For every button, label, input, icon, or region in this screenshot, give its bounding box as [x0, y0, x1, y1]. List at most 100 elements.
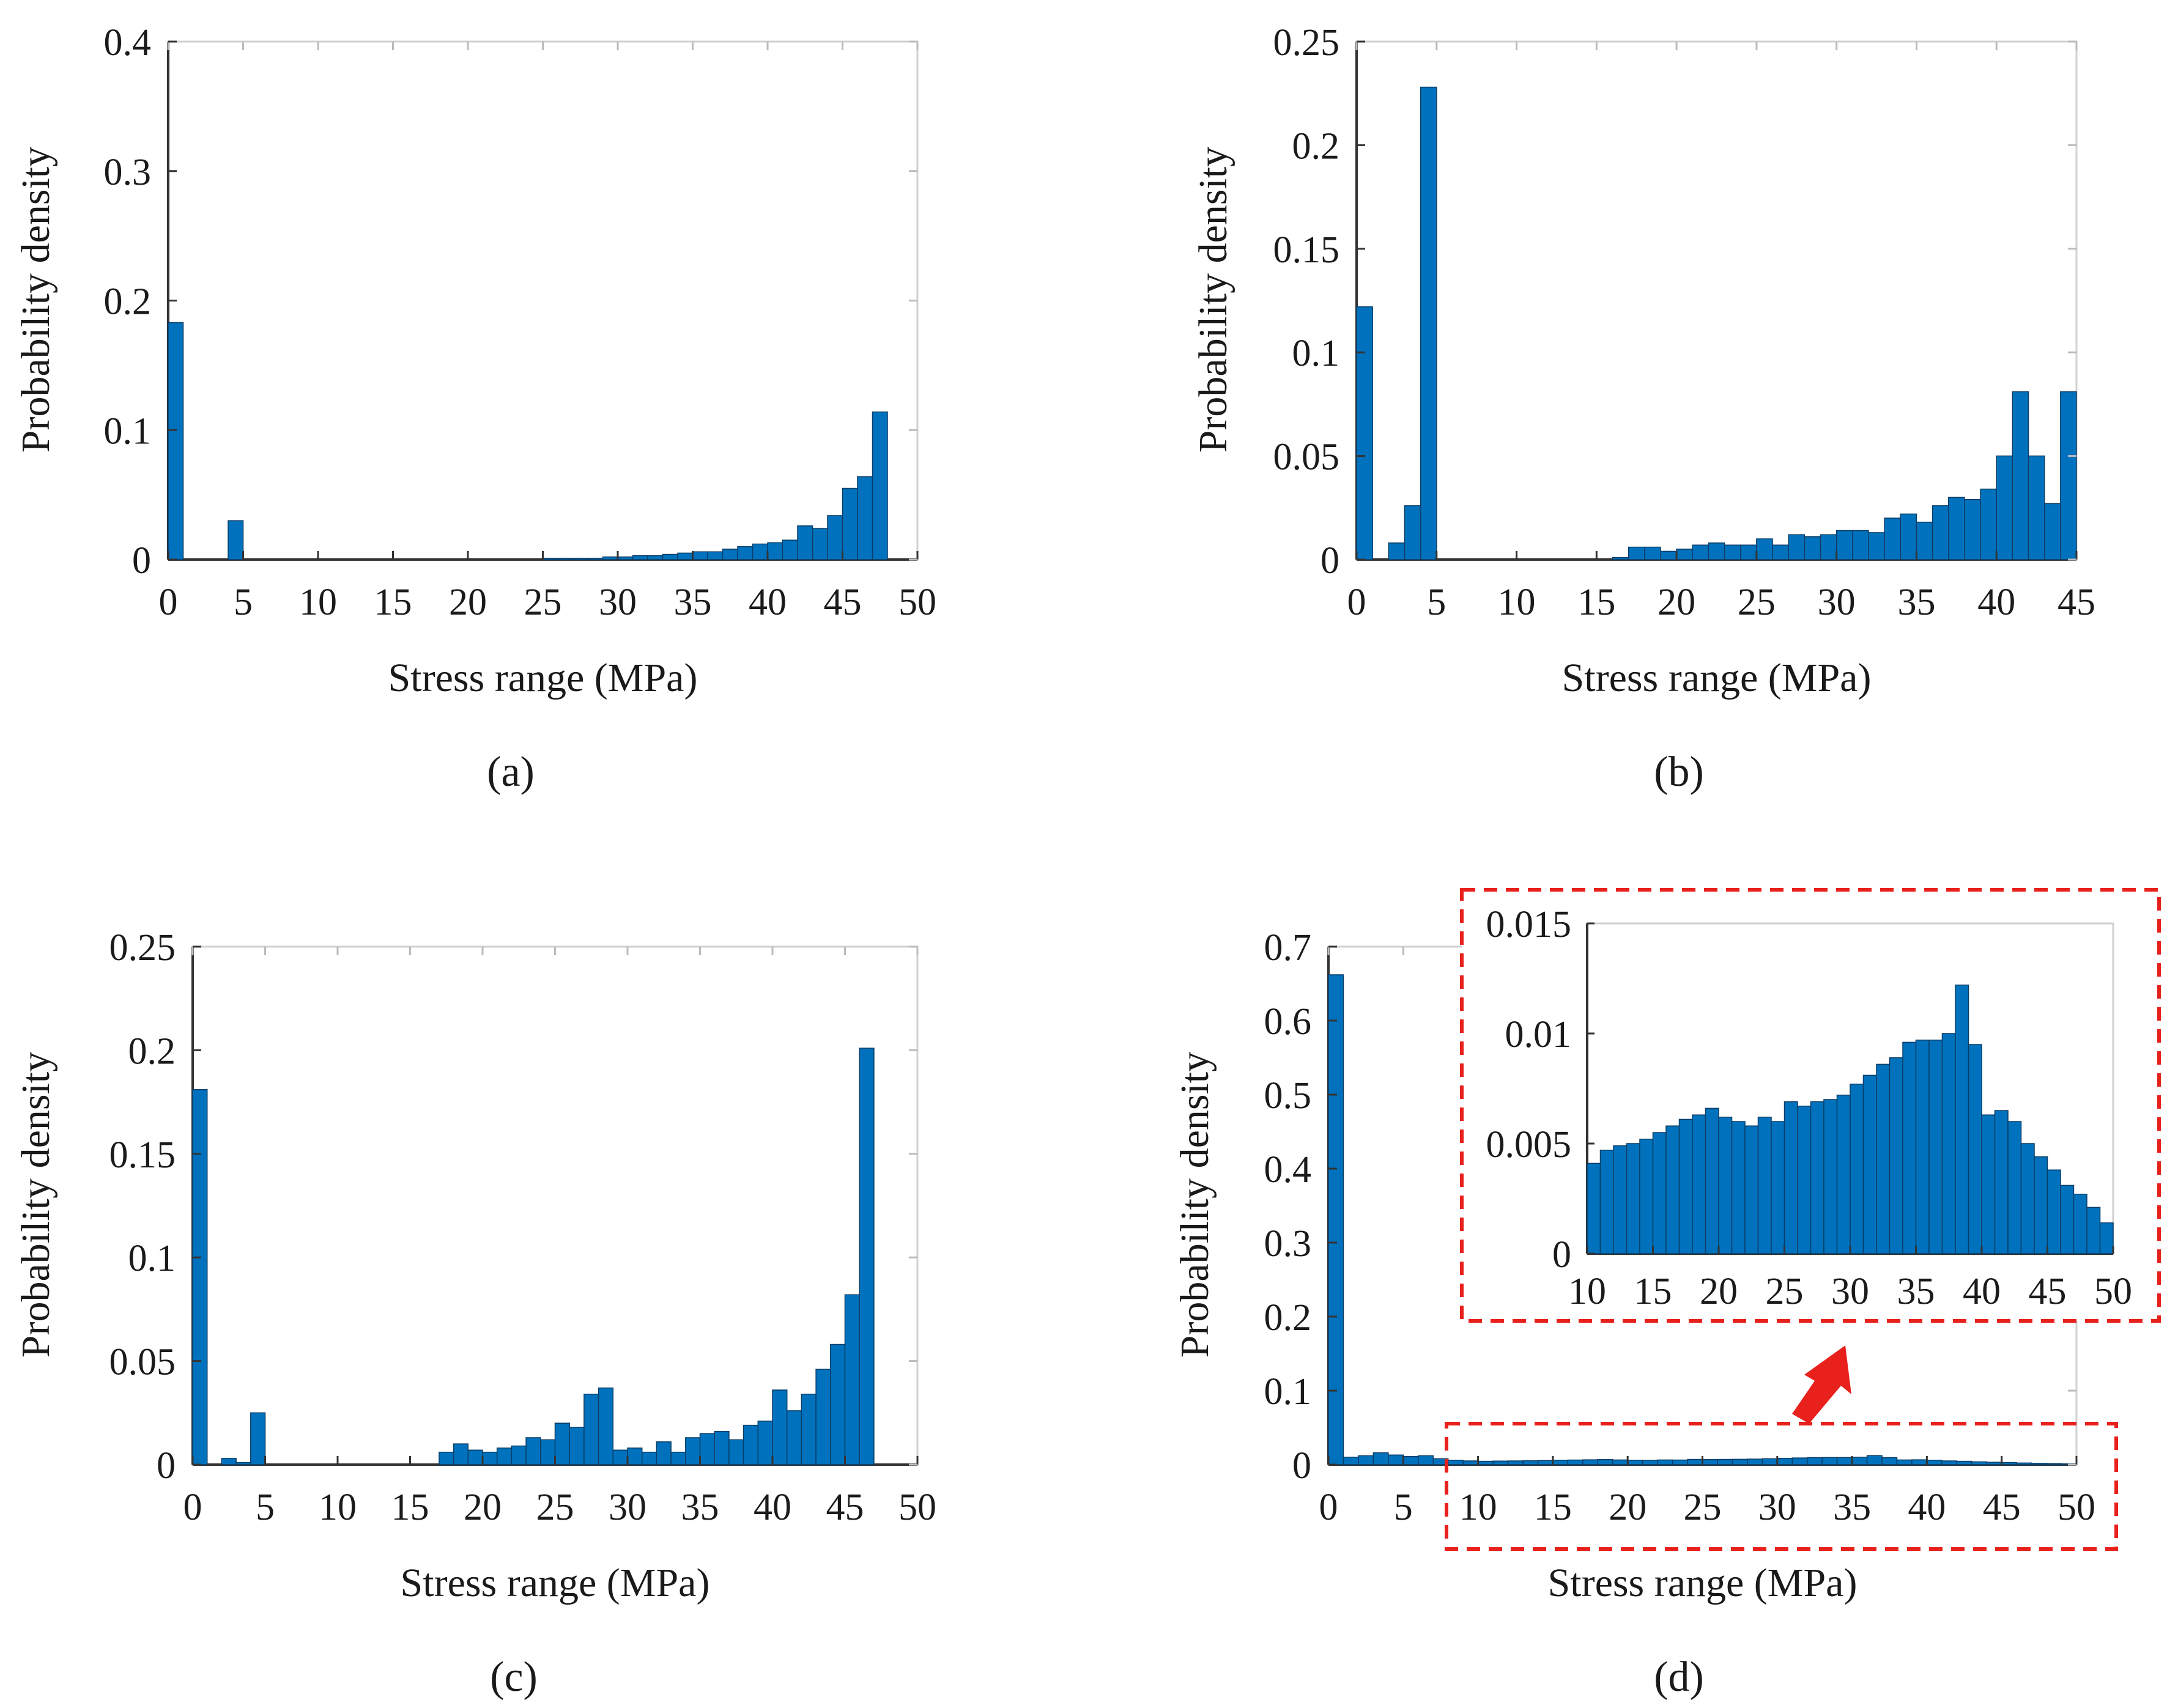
panel-caption: (d)	[1654, 1654, 1704, 1701]
histogram-bar	[1567, 1459, 1583, 1465]
histogram-bar	[598, 1387, 614, 1465]
histogram-bar	[1821, 1457, 1838, 1465]
inset-x-tick-label: 35	[1897, 1271, 1935, 1312]
inset-histogram-bar	[1757, 1117, 1772, 1254]
y-tick-label: 0	[1321, 540, 1339, 582]
histogram-bar	[677, 552, 694, 560]
histogram-bar	[602, 556, 618, 560]
plot-frame	[1355, 40, 2078, 561]
y-tick-label: 0.25	[1273, 22, 1340, 64]
inset-histogram-bar	[1994, 1110, 2009, 1254]
x-tick-label: 5	[234, 582, 253, 623]
histogram-bar	[1932, 505, 1949, 560]
histogram-bar	[1916, 522, 1933, 560]
histogram-bar	[1911, 1459, 1928, 1465]
x-tick-label: 35	[1833, 1487, 1871, 1528]
histogram-bar	[1522, 1460, 1539, 1465]
inset-histogram-bar	[1928, 1040, 1943, 1254]
panel-caption: (c)	[490, 1654, 538, 1701]
y-tick-label: 0.1	[1292, 333, 1340, 374]
histogram-bar	[1851, 1457, 1868, 1465]
histogram-bar	[685, 1437, 701, 1465]
histogram-bar	[1372, 1452, 1389, 1465]
histogram-bar	[2046, 1463, 2062, 1465]
histogram-bar	[1356, 306, 1373, 560]
histogram-bar	[1644, 546, 1661, 560]
y-tick-label: 0.3	[104, 152, 152, 193]
inset-histogram-bar	[1718, 1117, 1733, 1254]
inset-y-tick-label: 0.005	[1486, 1124, 1572, 1166]
x-tick-label: 25	[1684, 1487, 1722, 1528]
y-tick-label: 0.4	[104, 22, 152, 64]
histogram-bar	[1772, 544, 1789, 560]
histogram-bar	[572, 558, 588, 560]
inset-histogram-bar	[2060, 1185, 2075, 1254]
histogram-bar	[1791, 1457, 1808, 1465]
panel-a: 0 5 10 15 20 25 30 35 40 45 50 0 0.1 0.2 0.3 0.4 Stress …	[13, 22, 936, 796]
x-tick-label: 30	[599, 582, 637, 623]
histogram-bar	[2060, 391, 2077, 560]
x-tick-label: 45	[1983, 1487, 2021, 1528]
histogram-bar	[540, 1439, 556, 1465]
histogram-bar	[872, 411, 888, 560]
histogram-bar	[737, 546, 754, 560]
inset-y-tick-label: 0.015	[1486, 904, 1572, 945]
inset-histogram-bar	[1665, 1125, 1680, 1254]
histogram-bar	[699, 1433, 715, 1465]
histogram-bar	[815, 1369, 831, 1465]
histogram-bar	[670, 1451, 686, 1465]
panel-caption: (a)	[487, 749, 535, 796]
histogram-bar	[1980, 489, 1997, 560]
histogram-bar	[1358, 1455, 1374, 1465]
histogram-bar	[1692, 544, 1709, 560]
histogram-bar	[1687, 1458, 1703, 1465]
histogram-bar	[1761, 1458, 1778, 1465]
x-tick-label: 35	[674, 582, 712, 623]
histogram-bar	[1708, 542, 1725, 560]
histogram-bar	[221, 1458, 237, 1465]
y-axis-label: Probability density	[1172, 1052, 1217, 1358]
histogram-bar	[525, 1437, 541, 1465]
inset-histogram-bar	[1862, 1074, 1877, 1254]
histogram-bar	[1343, 1457, 1359, 1465]
plot-frame	[191, 945, 919, 1466]
inset-histogram-bar	[1626, 1143, 1640, 1254]
inset-histogram-bar	[2073, 1194, 2087, 1254]
histogram-bar	[542, 558, 558, 560]
histogram-bar	[1404, 505, 1421, 560]
histogram-bar	[1660, 550, 1677, 560]
x-axis-label: Stress range (MPa)	[401, 1561, 710, 1605]
x-tick-label: 20	[1658, 582, 1695, 623]
x-tick-label: 20	[464, 1487, 502, 1528]
y-tick-label: 0.4	[1264, 1149, 1312, 1191]
panel-caption: (b)	[1654, 749, 1704, 796]
y-tick-label: 0.6	[1264, 1001, 1312, 1043]
inset-histogram-bar	[1955, 985, 1969, 1254]
histogram-bar	[453, 1443, 469, 1465]
histogram-bar	[662, 553, 678, 560]
histogram-bar	[857, 476, 873, 560]
histogram-bar	[1881, 1457, 1898, 1465]
histogram-bar	[554, 1422, 570, 1465]
histogram-bar	[1836, 1457, 1853, 1465]
x-tick-label: 35	[1897, 582, 1935, 623]
histogram-bar	[439, 1451, 454, 1465]
histogram-bar	[1628, 546, 1645, 560]
y-axis-label: Probability density	[13, 147, 58, 453]
inset-histogram-bar	[1705, 1107, 1719, 1254]
zoom-arrow	[1792, 1345, 1851, 1424]
histogram-bar	[1971, 1461, 1987, 1465]
histogram-bar	[1852, 530, 1869, 560]
y-axis-label: Probability density	[1191, 147, 1235, 453]
histogram-bar	[482, 1451, 498, 1465]
histogram-bar	[632, 555, 648, 560]
inset-histogram-bar	[2034, 1156, 2048, 1254]
histogram-bar	[1642, 1460, 1658, 1465]
histogram-bar	[1777, 1457, 1793, 1465]
histogram-bar	[1806, 1457, 1823, 1465]
x-tick-label: 40	[754, 1487, 791, 1528]
histogram-bar	[801, 1394, 817, 1465]
histogram-bar	[511, 1445, 527, 1465]
histogram-bar	[707, 551, 724, 560]
histogram-bar	[1627, 1459, 1643, 1465]
